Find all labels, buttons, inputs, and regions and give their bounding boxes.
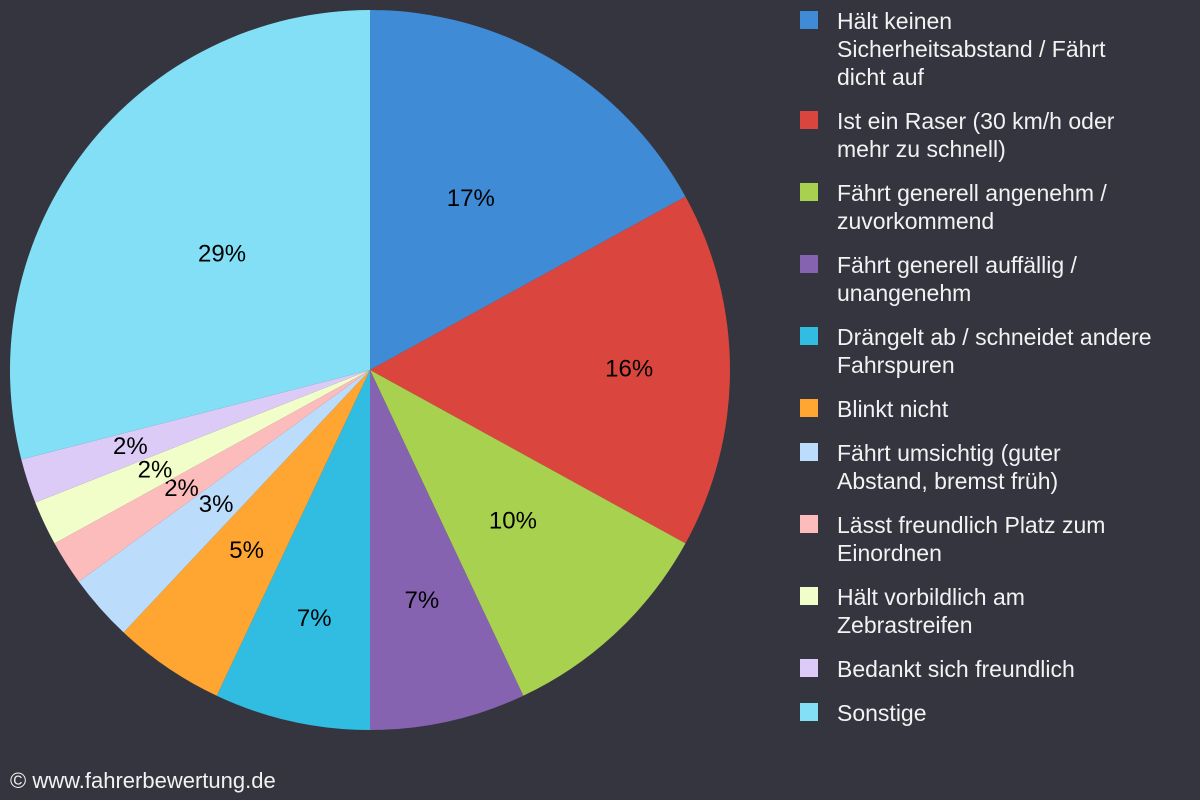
slice-value-label: 29%: [198, 241, 246, 268]
pie-slice: [78, 370, 371, 633]
legend-label: Fährt generell auffällig / unangenehm: [837, 252, 1077, 306]
legend-swatch: [800, 587, 818, 605]
legend-item: Fährt generell angenehm / zuvorkommend: [800, 179, 1195, 235]
legend-swatch: [800, 399, 818, 417]
legend-swatch: [800, 111, 818, 129]
legend-label: Sonstige: [837, 700, 927, 726]
legend-label: Drängelt ab / schneidet andere Fahrspure…: [837, 324, 1152, 378]
pie-slice: [370, 196, 730, 544]
legend-label: Hält vorbildlich am Zebrastreifen: [837, 584, 1025, 638]
legend-item: Fährt umsichtig (guter Abstand, bremst f…: [800, 439, 1195, 495]
pie-slice: [370, 10, 686, 370]
legend-swatch: [800, 11, 818, 29]
slice-value-label: 17%: [447, 185, 495, 212]
legend-item: Bedankt sich freundlich: [800, 655, 1195, 683]
slice-value-label: 5%: [229, 537, 264, 564]
pie-slice: [216, 370, 370, 730]
copyright-text: © www.fahrerbewertung.de: [10, 768, 276, 793]
legend-item: Hält keinen Sicherheitsabstand / Fährt d…: [800, 7, 1195, 91]
legend-swatch: [800, 659, 818, 677]
pie-slice: [123, 370, 370, 696]
legend-item: Drängelt ab / schneidet andere Fahrspure…: [800, 323, 1195, 379]
legend-item: Lässt freundlich Platz zum Einordnen: [800, 511, 1195, 567]
slice-value-label: 3%: [199, 491, 234, 518]
pie-chart: 17%16%10%7%7%5%3%2%2%2%29%: [9, 10, 730, 730]
legend-label: Hält keinen Sicherheitsabstand / Fährt d…: [837, 8, 1106, 90]
slice-value-label: 2%: [113, 433, 148, 460]
legend-label: Bedankt sich freundlich: [837, 656, 1075, 682]
slice-value-label: 7%: [297, 605, 332, 632]
legend-item: Sonstige: [800, 699, 1195, 727]
legend-swatch: [800, 183, 818, 201]
pie-slice: [35, 370, 371, 544]
pie-slice: [54, 370, 370, 582]
legend-item: Fährt generell auffällig / unangenehm: [800, 251, 1195, 307]
legend-item: Blinkt nicht: [800, 395, 1195, 423]
legend-swatch: [800, 515, 818, 533]
pie-slice: [9, 10, 370, 460]
legend-swatch: [800, 327, 818, 345]
slice-value-label: 2%: [138, 457, 173, 484]
legend: Hält keinen Sicherheitsabstand / Fährt d…: [800, 7, 1195, 743]
legend-item: Ist ein Raser (30 km/h oder mehr zu schn…: [800, 107, 1195, 163]
pie-slice: [21, 370, 371, 503]
legend-swatch: [800, 255, 818, 273]
legend-label: Ist ein Raser (30 km/h oder mehr zu schn…: [837, 108, 1115, 162]
legend-label: Fährt umsichtig (guter Abstand, bremst f…: [837, 440, 1061, 494]
slice-value-label: 7%: [404, 587, 439, 614]
slice-value-label: 10%: [489, 508, 537, 535]
legend-swatch: [800, 443, 818, 461]
legend-label: Blinkt nicht: [837, 396, 949, 422]
legend-label: Fährt generell angenehm / zuvorkommend: [837, 180, 1107, 234]
legend-swatch: [800, 703, 818, 721]
legend-label: Lässt freundlich Platz zum Einordnen: [837, 512, 1106, 566]
slice-value-label: 16%: [605, 355, 653, 382]
pie-slice: [370, 370, 686, 696]
legend-item: Hält vorbildlich am Zebrastreifen: [800, 583, 1195, 639]
pie-slice: [370, 370, 524, 730]
